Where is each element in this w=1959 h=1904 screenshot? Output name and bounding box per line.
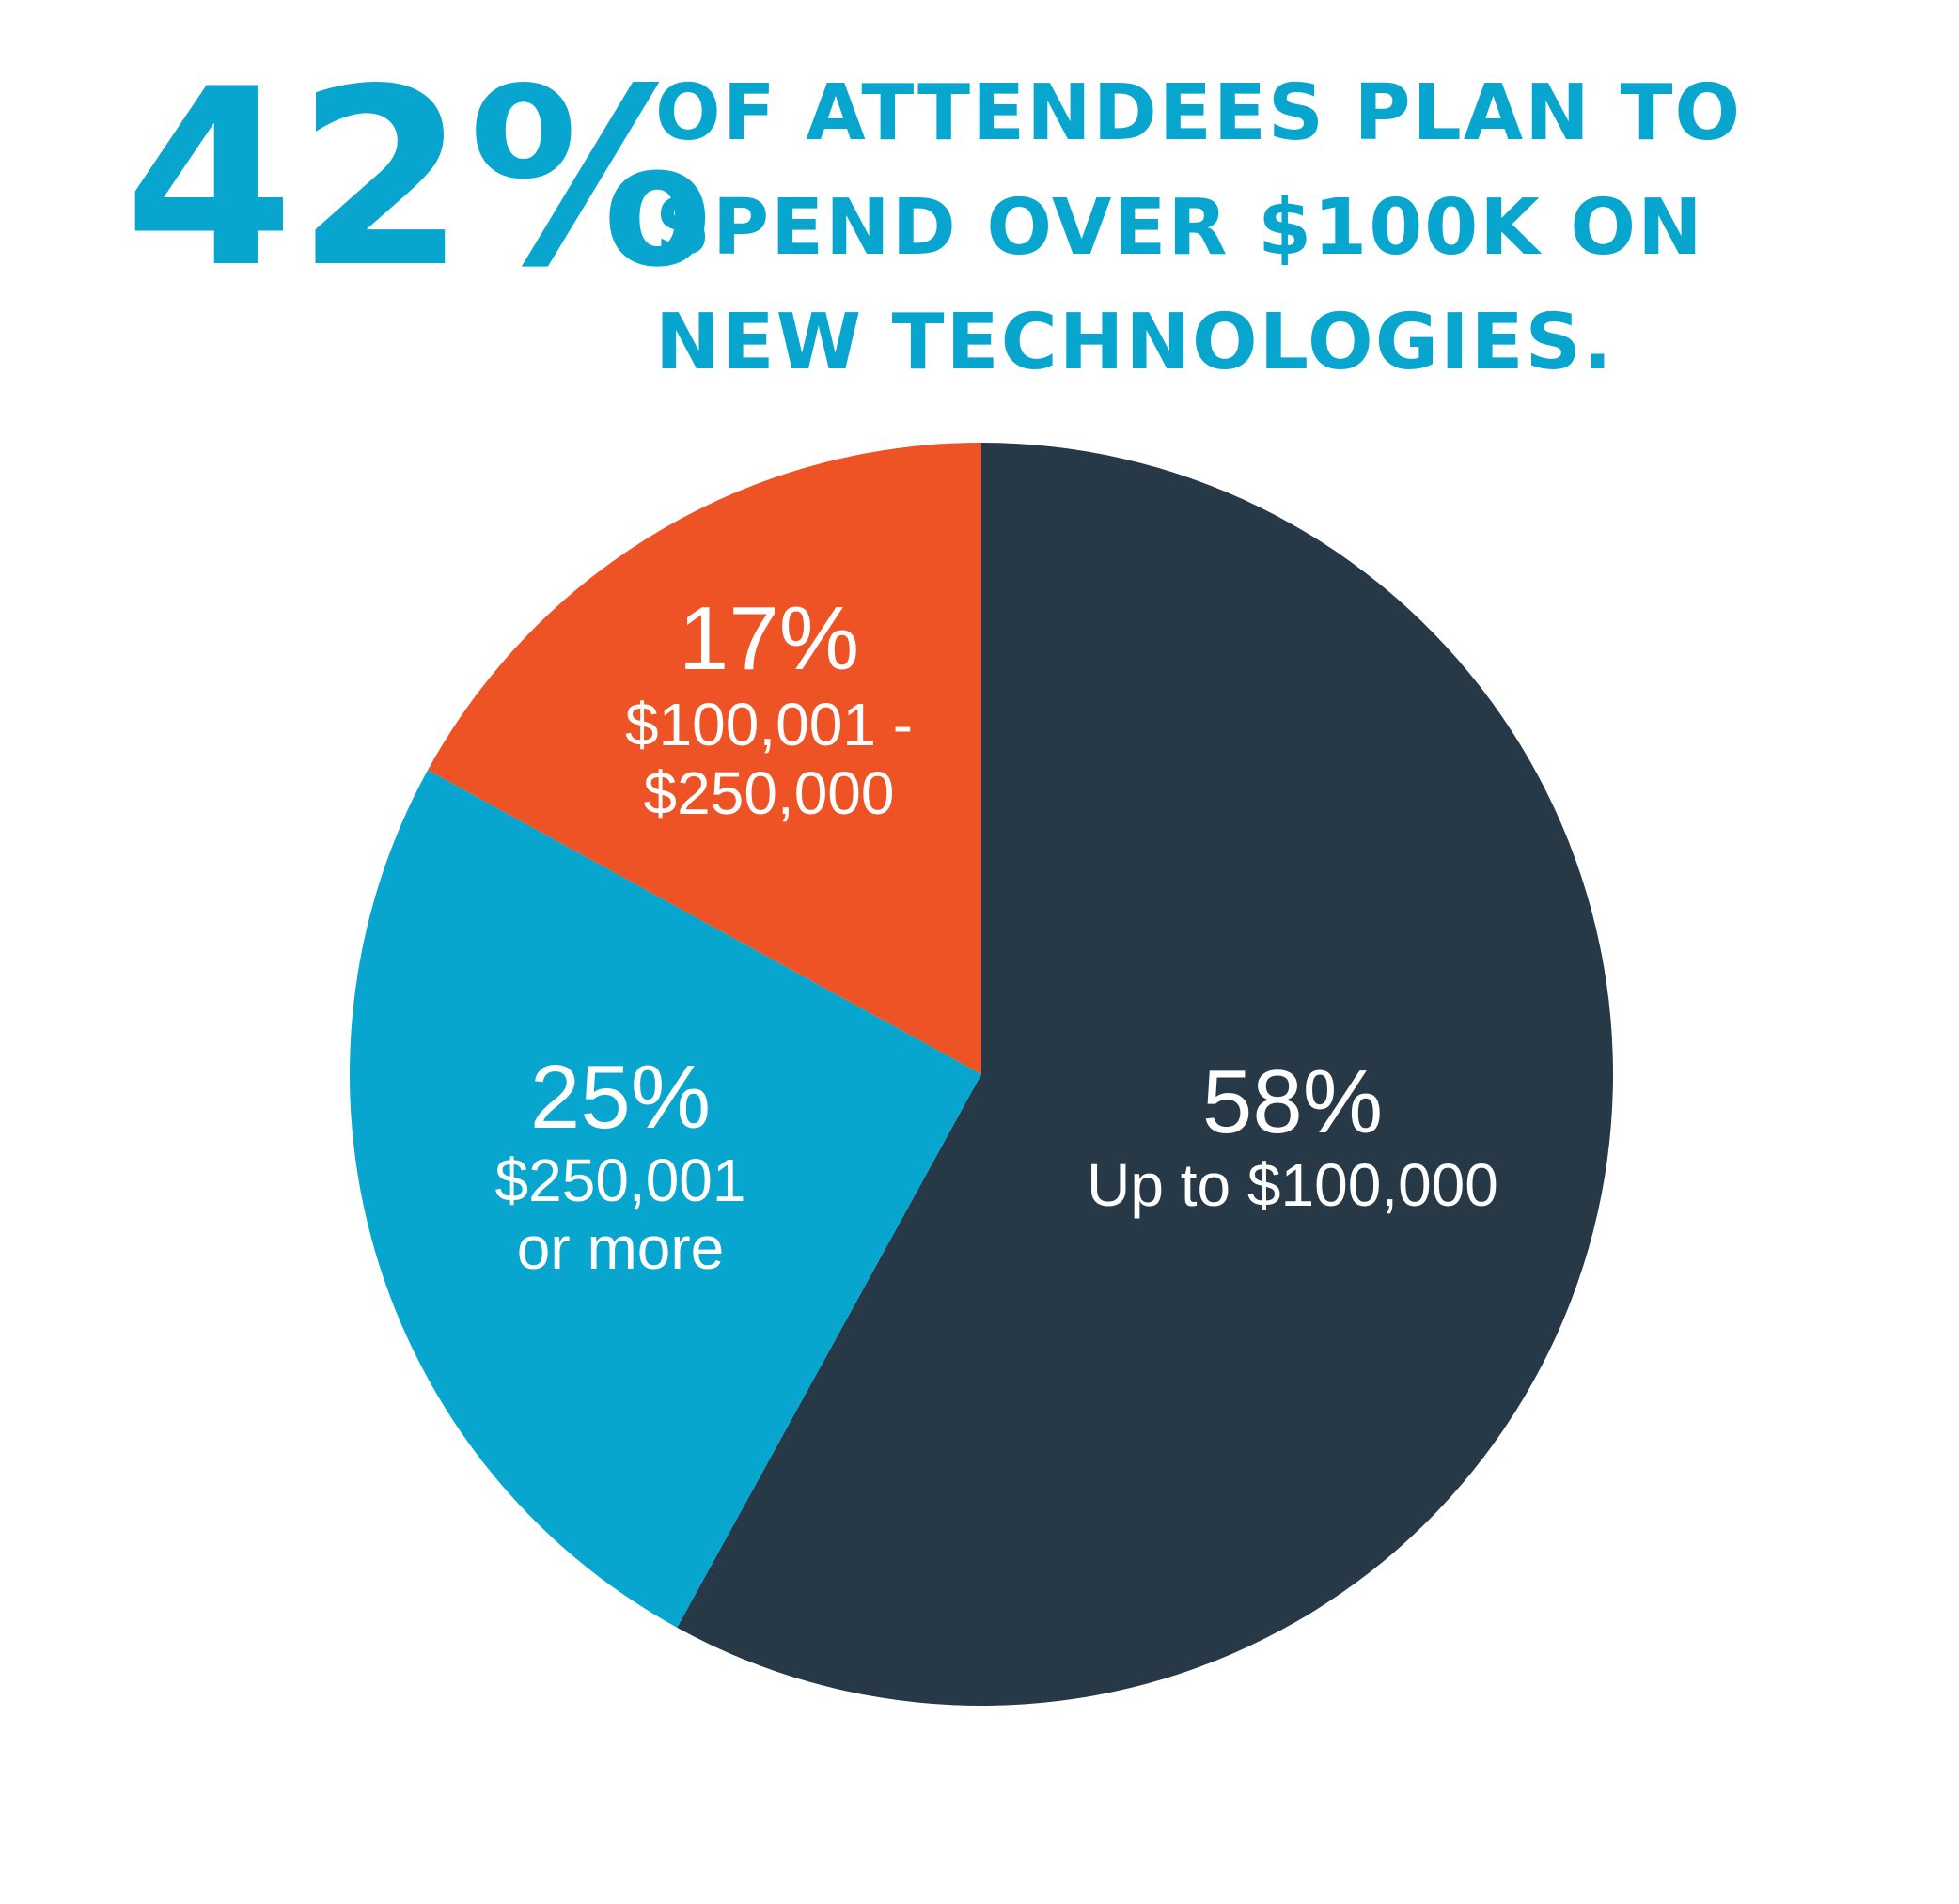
slice-label-100k-250k-line-1: $100,001 - [625, 691, 913, 758]
pie-slice-up-to-100k [677, 443, 1614, 1706]
slice-pct-up-to-100k: 58% [1202, 1052, 1383, 1152]
pie-chart [350, 443, 1614, 1706]
slice-label-up-to-100k: Up to $100,000 [1087, 1151, 1498, 1219]
headline-line-1: OF ATTENDEES PLAN TO [655, 69, 1742, 158]
headline-line-2: SPEND OVER $100K ON [655, 183, 1704, 273]
headline-stat: 42% [124, 38, 714, 321]
slice-pct-100k-250k: 17% [679, 588, 859, 689]
pie-slice-250k-or-more [350, 770, 981, 1628]
slice-pct-250k-or-more: 25% [530, 1047, 711, 1147]
slice-label-250k-or-more-line-1: $250,001 [495, 1147, 746, 1214]
pie-slice-100k-250k [428, 443, 981, 1074]
headline-line-3: NEW TECHNOLOGIES. [655, 298, 1614, 387]
slice-label-100k-250k-line-2: $250,000 [644, 759, 895, 827]
slice-label-250k-or-more-line-2: or more [517, 1214, 725, 1282]
